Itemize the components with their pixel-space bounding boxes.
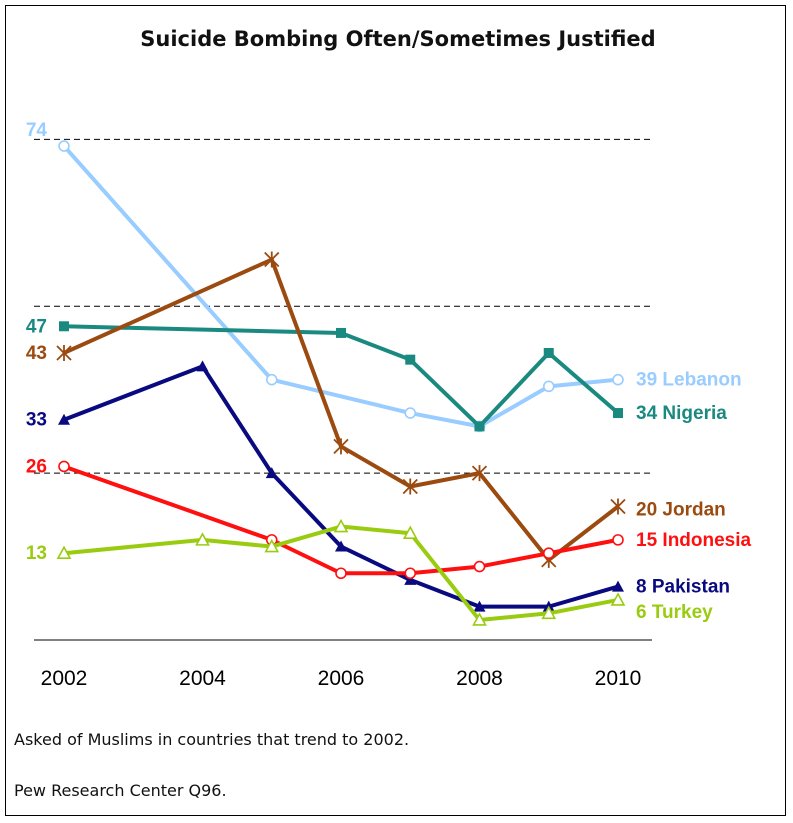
data-point (58, 460, 70, 473)
data-point (56, 344, 72, 361)
data-point (610, 592, 626, 606)
data-point (333, 438, 349, 455)
data-point (59, 321, 69, 332)
footnote-sample: Asked of Muslims in countries that trend… (14, 730, 410, 749)
series-line-jordan (63, 257, 620, 562)
data-point (56, 545, 72, 560)
x-tick-label: 2008 (456, 667, 503, 690)
data-point (405, 354, 416, 365)
end-label-jordan: 20 Jordan (636, 500, 726, 521)
start-label-nigeria: 47 (26, 316, 47, 337)
data-point (265, 467, 278, 479)
data-point (542, 380, 555, 393)
data-point (612, 373, 624, 386)
data-point (404, 567, 417, 580)
x-tick-label: 2002 (41, 667, 88, 690)
data-point (335, 567, 347, 580)
start-label-lebanon: 74 (26, 120, 48, 141)
start-label-indonesia: 26 (26, 456, 47, 477)
x-tick-label: 2006 (318, 667, 365, 690)
x-tick-label: 2004 (179, 667, 226, 690)
data-point (543, 347, 554, 358)
chart-title: Suicide Bombing Often/Sometimes Justifie… (140, 27, 655, 51)
data-point (335, 540, 347, 552)
data-point (472, 612, 487, 626)
data-point (471, 465, 488, 482)
end-label-turkey: 6 Turkey (636, 602, 713, 623)
data-point (196, 360, 209, 372)
data-point (541, 605, 557, 620)
data-point (404, 407, 417, 419)
end-label-indonesia: 15 Indonesia (636, 530, 752, 551)
data-point (264, 538, 280, 553)
data-point (473, 560, 486, 573)
data-point (336, 327, 346, 338)
data-point (58, 413, 70, 425)
end-label-lebanon: 39 Lebanon (636, 370, 742, 391)
start-label-jordan: 43 (26, 343, 47, 364)
data-point (610, 498, 626, 515)
data-point (333, 518, 349, 533)
data-point (402, 478, 418, 495)
end-label-nigeria: 34 Nigeria (636, 403, 727, 424)
series-line-turkey (63, 524, 619, 622)
x-tick-label: 2010 (595, 667, 642, 690)
start-label-pakistan: 33 (26, 410, 47, 431)
data-point (265, 373, 278, 386)
data-point (404, 573, 417, 585)
data-point (473, 600, 486, 612)
data-point (402, 525, 418, 540)
data-point (613, 408, 623, 419)
data-point (474, 421, 485, 432)
start-label-turkey: 13 (26, 543, 47, 564)
series-line-pakistan (63, 364, 619, 609)
data-point (58, 140, 70, 152)
series-line-nigeria (63, 324, 620, 429)
footnote-source: Pew Research Center Q96. (14, 781, 227, 800)
data-point (542, 547, 555, 560)
data-point (612, 534, 624, 546)
data-point (612, 580, 624, 592)
data-point (195, 532, 210, 546)
series-line-lebanon (62, 144, 619, 429)
data-point (264, 251, 280, 268)
end-label-pakistan: 8 Pakistan (636, 577, 730, 598)
